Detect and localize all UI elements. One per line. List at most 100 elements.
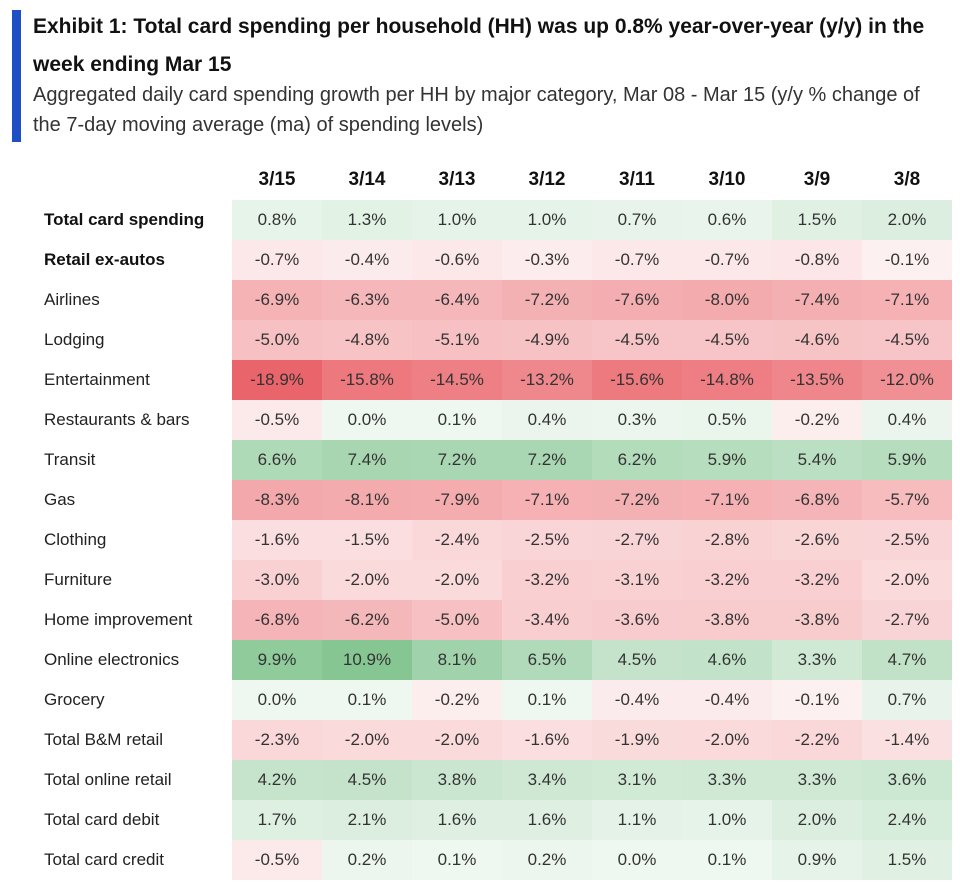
column-header: 3/14 <box>348 169 386 190</box>
heatmap-cell: 0.3% <box>592 400 682 440</box>
row-label: Transit <box>44 450 96 469</box>
heatmap-cell: -2.7% <box>862 600 952 640</box>
heatmap-cell: -15.8% <box>322 360 412 400</box>
column-header: 3/8 <box>893 169 921 190</box>
heatmap-body: Total card spending 0.8% 1.3% 1.0% 1.0% 0.7% 0… <box>32 200 952 880</box>
row-label: Lodging <box>44 330 105 349</box>
heatmap-cell: -18.9% <box>232 360 322 400</box>
chart-title: Exhibit 1: Total card spending per house… <box>33 15 925 76</box>
heatmap-cell: 0.0% <box>232 680 322 720</box>
heatmap-cell: -0.4% <box>682 680 772 720</box>
heatmap-cell: 0.1% <box>322 680 412 720</box>
heatmap-cell: 0.1% <box>502 680 592 720</box>
heatmap-cell: -4.8% <box>322 320 412 360</box>
heatmap-cell: -1.6% <box>502 720 592 760</box>
heatmap-cell: -3.4% <box>502 600 592 640</box>
heatmap-cell: 1.5% <box>862 840 952 880</box>
heatmap-cell: -1.5% <box>322 520 412 560</box>
table-row: Total online retail 4.2% 4.5% 3.8% 3.4% 3.1% 3… <box>32 760 952 800</box>
heatmap-cell: -2.0% <box>862 560 952 600</box>
heatmap-cell: 0.1% <box>412 840 502 880</box>
accent-bar <box>12 10 21 142</box>
heatmap-cell: 0.7% <box>592 200 682 240</box>
heatmap-cell: 7.4% <box>322 440 412 480</box>
heatmap-cell: 0.2% <box>502 840 592 880</box>
heatmap-cell: -5.7% <box>862 480 952 520</box>
heatmap-cell: -0.4% <box>592 680 682 720</box>
row-label: Home improvement <box>44 610 193 629</box>
heatmap-cell: -6.8% <box>232 600 322 640</box>
heatmap-cell: 5.4% <box>772 440 862 480</box>
heatmap-cell: 5.9% <box>862 440 952 480</box>
heatmap-cell: -14.5% <box>412 360 502 400</box>
chart-subtitle: Aggregated daily card spending growth pe… <box>33 84 920 136</box>
heatmap-cell: -15.6% <box>592 360 682 400</box>
table-row: Entertainment -18.9% -15.8% -14.5% -13.2% -15… <box>32 360 952 400</box>
heatmap-cell: -2.2% <box>772 720 862 760</box>
table-row: Home improvement -6.8% -6.2% -5.0% -3.4% -3.6… <box>32 600 952 640</box>
heatmap-cell: -0.2% <box>772 400 862 440</box>
heatmap-cell: 4.2% <box>232 760 322 800</box>
heatmap-cell: -7.6% <box>592 280 682 320</box>
heatmap-cell: -3.6% <box>592 600 682 640</box>
heatmap-cell: 4.5% <box>592 640 682 680</box>
heatmap-cell: 3.1% <box>592 760 682 800</box>
heatmap-cell: 1.7% <box>232 800 322 840</box>
heatmap-cell: 0.9% <box>772 840 862 880</box>
row-label: Total B&M retail <box>44 730 164 749</box>
heatmap-cell: 1.0% <box>502 200 592 240</box>
heatmap-cell: -6.3% <box>322 280 412 320</box>
heatmap-cell: 4.7% <box>862 640 952 680</box>
heatmap-cell: -1.6% <box>232 520 322 560</box>
heatmap-cell: -4.5% <box>862 320 952 360</box>
heatmap-cell: -2.4% <box>412 520 502 560</box>
table-row: Restaurants & bars -0.5% 0.0% 0.1% 0.4% 0.3% 0… <box>32 400 952 440</box>
heatmap-cell: -7.1% <box>682 480 772 520</box>
heatmap-cell: 0.4% <box>502 400 592 440</box>
heatmap-cell: 3.3% <box>772 760 862 800</box>
heatmap-cell: -0.1% <box>862 240 952 280</box>
heatmap-cell: -13.5% <box>772 360 862 400</box>
column-header: 3/9 <box>803 169 831 190</box>
heatmap-cell: -0.5% <box>232 840 322 880</box>
heatmap-cell: -2.3% <box>232 720 322 760</box>
heatmap-cell: -2.0% <box>322 560 412 600</box>
column-header: 3/15 <box>258 169 296 190</box>
row-label: Total online retail <box>44 770 172 789</box>
heatmap-cell: 0.4% <box>862 400 952 440</box>
heatmap-cell: 2.1% <box>322 800 412 840</box>
heatmap-cell: -7.2% <box>592 480 682 520</box>
heatmap-cell: 2.4% <box>862 800 952 840</box>
table-row: Total card spending 0.8% 1.3% 1.0% 1.0% 0.7% 0… <box>32 200 952 240</box>
heatmap-cell: -2.5% <box>862 520 952 560</box>
heatmap-cell: -6.8% <box>772 480 862 520</box>
heatmap-cell: 0.2% <box>322 840 412 880</box>
heatmap-table: 3/15 3/14 3/13 3/12 3/11 3/10 3/9 3/8 Total car… <box>32 160 952 880</box>
heatmap-cell: 5.9% <box>682 440 772 480</box>
row-label: Clothing <box>44 530 107 549</box>
heatmap-cell: -0.7% <box>682 240 772 280</box>
column-header: 3/12 <box>528 169 566 190</box>
heatmap-cell: 3.4% <box>502 760 592 800</box>
heatmap-cell: 2.0% <box>862 200 952 240</box>
heatmap-cell: -0.4% <box>322 240 412 280</box>
heatmap-cell: -6.4% <box>412 280 502 320</box>
heatmap-cell: -0.5% <box>232 400 322 440</box>
heatmap-cell: -3.1% <box>592 560 682 600</box>
row-label: Total card debit <box>44 810 160 829</box>
row-label: Restaurants & bars <box>44 410 190 429</box>
heatmap-cell: 10.9% <box>322 640 412 680</box>
heatmap-cell: -13.2% <box>502 360 592 400</box>
heatmap-cell: -4.6% <box>772 320 862 360</box>
heatmap-cell: 7.2% <box>502 440 592 480</box>
heatmap-cell: 0.8% <box>232 200 322 240</box>
row-label: Furniture <box>44 570 113 589</box>
heatmap-cell: -0.1% <box>772 680 862 720</box>
column-header: 3/13 <box>438 169 476 190</box>
heatmap-cell: 1.6% <box>412 800 502 840</box>
heatmap-cell: -1.4% <box>862 720 952 760</box>
column-header: 3/11 <box>619 169 655 190</box>
heatmap-cell: 9.9% <box>232 640 322 680</box>
heatmap-cell: 4.5% <box>322 760 412 800</box>
heatmap-cell: 0.1% <box>682 840 772 880</box>
